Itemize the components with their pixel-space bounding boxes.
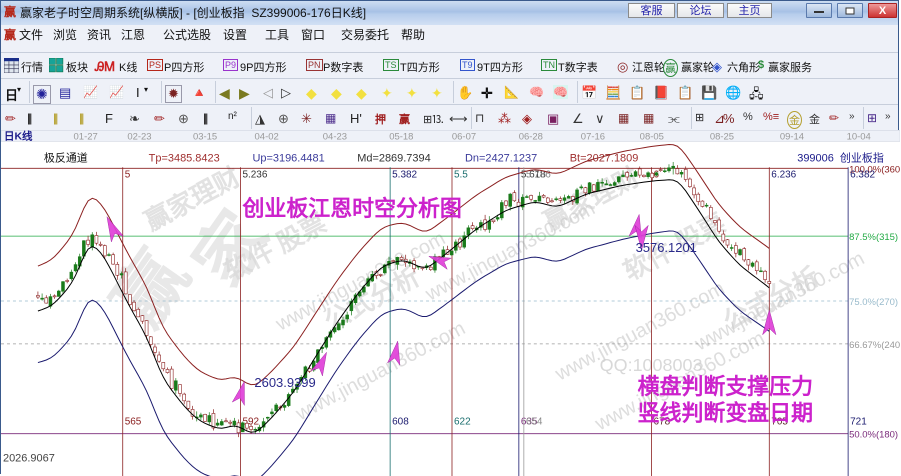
svg-text:2026.9067: 2026.9067 <box>3 453 55 465</box>
svg-text:01-27: 01-27 <box>74 131 98 142</box>
svg-text:创业板江恩时空分析图: 创业板江恩时空分析图 <box>241 196 461 221</box>
svg-text:08-05: 08-05 <box>640 131 664 142</box>
svg-text:622: 622 <box>454 417 471 428</box>
svg-text:608: 608 <box>392 417 409 428</box>
svg-text:50.0%(180): 50.0%(180) <box>849 430 898 441</box>
svg-text:极反通道: 极反通道 <box>44 150 88 164</box>
svg-text:日K线: 日K线 <box>4 130 33 142</box>
svg-text:3576.1201: 3576.1201 <box>636 240 697 255</box>
svg-text:5.382: 5.382 <box>392 169 417 180</box>
svg-text:05-18: 05-18 <box>389 131 413 142</box>
svg-text:87.5%(315): 87.5%(315) <box>849 232 898 243</box>
svg-text:5.5: 5.5 <box>454 169 468 180</box>
svg-text:6.236: 6.236 <box>771 169 796 180</box>
svg-text:5.236: 5.236 <box>242 169 267 180</box>
svg-text:07-16: 07-16 <box>581 131 605 142</box>
svg-text:75.0%(270): 75.0%(270) <box>849 297 898 308</box>
svg-text:03-15: 03-15 <box>193 131 217 142</box>
svg-text:Md=2869.7394: Md=2869.7394 <box>357 152 431 164</box>
svg-text:06-28: 06-28 <box>519 131 543 142</box>
svg-text:10-04: 10-04 <box>847 131 871 142</box>
svg-text:04-23: 04-23 <box>323 131 347 142</box>
svg-text:565: 565 <box>125 417 142 428</box>
svg-text:Dn=2427.1237: Dn=2427.1237 <box>465 152 537 164</box>
svg-text:5: 5 <box>125 169 131 180</box>
svg-text:QQ:1008003: QQ:1008003 <box>600 355 703 375</box>
svg-text:6.382: 6.382 <box>850 169 875 180</box>
svg-text:04-02: 04-02 <box>255 131 279 142</box>
svg-text:Tp=3485.8423: Tp=3485.8423 <box>149 152 220 164</box>
svg-text:08-25: 08-25 <box>710 131 734 142</box>
svg-text:Bt=2027.1809: Bt=2027.1809 <box>570 152 639 164</box>
svg-text:721: 721 <box>850 417 867 428</box>
svg-text:06-07: 06-07 <box>452 131 476 142</box>
svg-text:02-23: 02-23 <box>127 131 151 142</box>
svg-text:横盘判断支撑压力: 横盘判断支撑压力 <box>638 374 814 399</box>
svg-text:5.786: 5.786 <box>526 169 551 180</box>
svg-text:399006 创业板指: 399006 创业板指 <box>797 150 884 164</box>
svg-text:2603.9399: 2603.9399 <box>254 375 315 390</box>
svg-text:竖线判断变盘日期: 竖线判断变盘日期 <box>638 401 814 426</box>
svg-text:09-14: 09-14 <box>780 131 804 142</box>
svg-text:Up=3196.4481: Up=3196.4481 <box>252 152 324 164</box>
svg-text:654: 654 <box>526 417 543 428</box>
svg-text:66.67%(240): 66.67%(240) <box>849 340 900 351</box>
